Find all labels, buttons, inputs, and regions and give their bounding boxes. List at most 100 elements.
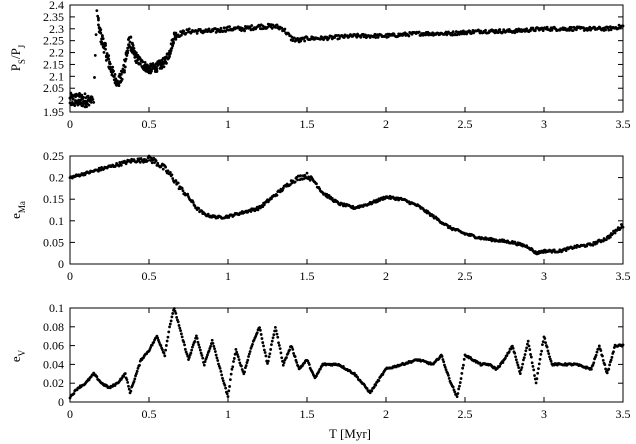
- data-point: [592, 361, 596, 365]
- data-point: [526, 339, 530, 343]
- data-point: [484, 28, 487, 32]
- data-point: [180, 31, 184, 35]
- data-point: [72, 392, 76, 395]
- data-point: [263, 351, 267, 354]
- data-point: [228, 25, 231, 28]
- y-tick-label: 0.15: [43, 192, 64, 206]
- data-point: [609, 358, 613, 362]
- data-point: [229, 372, 233, 376]
- data-point: [149, 346, 152, 349]
- data-point: [161, 348, 164, 352]
- data-point: [549, 359, 553, 363]
- y-tick-label: 0.02: [43, 376, 64, 390]
- data-point: [91, 98, 95, 101]
- data-point: [174, 312, 178, 315]
- y-tick-label: 0.1: [49, 301, 64, 315]
- data-point: [299, 174, 303, 178]
- x-tick-label: 3: [541, 407, 547, 421]
- data-point: [134, 374, 137, 378]
- data-point: [129, 389, 133, 393]
- data-point: [261, 341, 265, 344]
- data-point: [260, 337, 264, 340]
- data-point: [276, 335, 280, 339]
- data-point: [79, 101, 83, 105]
- data-point: [440, 355, 444, 358]
- data-point: [111, 65, 115, 69]
- data-point: [224, 386, 228, 390]
- y-tick-label: 2.1: [49, 69, 64, 83]
- data-point: [132, 47, 136, 50]
- data-point: [163, 354, 167, 358]
- data-point: [179, 329, 183, 332]
- data-point: [520, 366, 524, 369]
- data-point: [141, 60, 145, 64]
- data-point: [537, 362, 541, 366]
- data-point: [166, 335, 170, 339]
- e-v-ticks: 0 0.5 1 1.5 2 2.5 3 3.5 0 0.02 0.04 0.06 0.08 0.1: [43, 301, 631, 421]
- data-point: [236, 353, 239, 356]
- data-point: [308, 178, 312, 182]
- data-point: [123, 59, 127, 63]
- data-point: [176, 320, 180, 324]
- data-point: [149, 159, 152, 162]
- data-point: [176, 181, 180, 185]
- data-point: [138, 363, 141, 367]
- data-point: [156, 336, 160, 340]
- panel-period-ratio: 0 0.5 1 1.5 2 2.5 3 3.51.9522.052.12.152.22.252…: [8, 0, 631, 131]
- data-point: [247, 355, 250, 358]
- data-point: [330, 196, 334, 200]
- data-point: [237, 358, 241, 362]
- y-tick-label: 2.35: [43, 10, 64, 24]
- data-point: [608, 235, 612, 239]
- data-point: [607, 28, 611, 32]
- data-point: [100, 34, 104, 37]
- x-tick-label: 2: [383, 269, 389, 283]
- data-point: [219, 26, 223, 30]
- data-point: [533, 29, 537, 33]
- data-point: [195, 334, 198, 338]
- x-tick-label: 3.5: [616, 407, 631, 421]
- y-tick-label: 0: [58, 395, 64, 409]
- data-point: [281, 363, 285, 367]
- data-point: [299, 39, 303, 43]
- data-point: [182, 29, 186, 33]
- data-point: [73, 104, 77, 108]
- data-point: [534, 381, 538, 385]
- data-point: [156, 161, 160, 165]
- data-point: [245, 361, 249, 364]
- data-point: [179, 33, 183, 37]
- panel-e-v: 0 0.5 1 1.5 2 2.5 3 3.5 0 0.02 0.04 0.06 0.08 0.1 eV: [8, 301, 631, 421]
- data-point: [293, 355, 297, 359]
- data-point: [136, 366, 140, 370]
- data-point: [280, 356, 284, 360]
- data-point: [218, 366, 222, 370]
- data-point: [87, 103, 91, 107]
- x-tick-label: 3: [541, 117, 547, 131]
- data-point: [517, 366, 521, 370]
- data-point: [89, 100, 93, 104]
- data-point: [536, 371, 540, 375]
- data-point: [270, 339, 274, 343]
- e-ma-ticks: 0 0.5 1 1.5 2 2.5 3 3.5 0 0.05 0.1 0.15 0.2 0.25: [43, 149, 631, 283]
- y-tick-label: 2.2: [49, 46, 64, 60]
- data-point: [513, 31, 517, 35]
- data-point: [305, 171, 309, 175]
- data-point: [288, 348, 292, 352]
- data-point: [524, 349, 528, 353]
- data-point: [282, 361, 286, 364]
- data-point: [443, 365, 447, 369]
- data-point: [274, 325, 277, 329]
- data-point: [270, 197, 273, 201]
- data-point: [213, 350, 217, 353]
- data-point: [173, 309, 177, 313]
- data-point: [517, 27, 521, 31]
- data-point: [365, 387, 369, 390]
- data-point: [612, 350, 615, 354]
- data-point: [258, 328, 262, 332]
- data-point: [202, 363, 206, 367]
- data-point: [123, 70, 126, 74]
- period-ratio-axes: [69, 4, 624, 113]
- data-point: [175, 315, 179, 319]
- data-point: [183, 343, 186, 347]
- data-point: [152, 340, 156, 344]
